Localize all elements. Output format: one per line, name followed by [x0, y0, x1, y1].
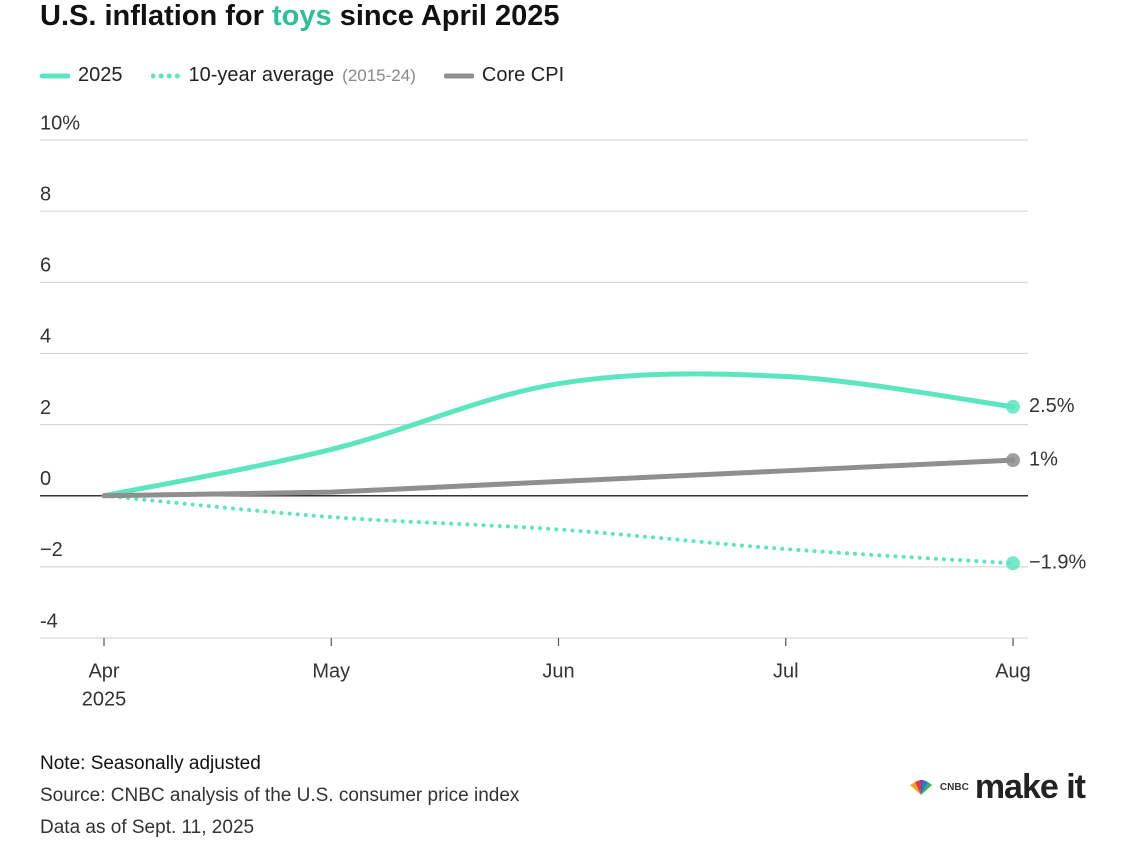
title-part: U.S. inflation for [40, 0, 264, 32]
x-tick-label: Jun [542, 660, 574, 682]
y-tick-label: -4 [40, 610, 58, 632]
end-marker [1006, 453, 1020, 468]
legend-swatch [40, 73, 70, 78]
peacock-icon [909, 779, 932, 795]
legend-label: Core CPI [481, 64, 565, 86]
title-highlight: toys [272, 0, 332, 32]
legend-swatch [443, 73, 474, 78]
y-tick-label: 8 [40, 183, 51, 205]
brand: CNBC make it [908, 768, 1086, 807]
value-label: −1.9% [1029, 552, 1086, 574]
legend-item: 10-year average (2015-24) [150, 64, 416, 87]
series-line [101, 457, 1016, 499]
x-tick-label: Apr [88, 660, 119, 682]
page: U.S. inflation for toys since April 2025… [40, 0, 1087, 838]
y-tick-label: 2 [40, 397, 51, 419]
legend: 2025 10-year average (2015-24) Core CPI [40, 64, 564, 87]
legend-item: 2025 [40, 64, 123, 87]
chart-title: U.S. inflation for toys since April 2025 [40, 0, 559, 33]
series-line [101, 371, 1016, 499]
title-part: since April 2025 [339, 0, 560, 32]
brand-network: CNBC [939, 782, 969, 793]
chart: -4 −2 0 2 4 6 8 10% Apr 2025 May Jun Jul Aug 2.5% −1.9%… [40, 112, 1086, 710]
y-tick-label: 0 [40, 468, 51, 490]
series-line [102, 493, 1015, 566]
value-label: 2.5% [1029, 395, 1075, 417]
note: Source: CNBC analysis of the U.S. consum… [40, 785, 520, 806]
y-tick-label: 4 [40, 326, 51, 348]
legend-item: Core CPI [443, 64, 565, 87]
y-tick-label: 10% [40, 112, 80, 134]
y-tick-label: −2 [40, 539, 63, 561]
y-tick-label: 6 [40, 255, 51, 277]
value-label: 1% [1029, 448, 1058, 470]
x-tick-label: Jul [773, 660, 799, 682]
x-tick-sublabel: 2025 [82, 688, 127, 710]
legend-label: 2025 [78, 64, 123, 86]
x-tick-label: May [312, 660, 350, 682]
legend-note: (2015-24) [342, 65, 416, 85]
notes: Note: Seasonally adjusted Source: CNBC an… [40, 748, 519, 844]
end-marker [1006, 556, 1020, 571]
legend-label: 10-year average [188, 64, 335, 86]
end-marker [1006, 399, 1020, 414]
note: Note: Seasonally adjusted [40, 753, 261, 774]
brand-name: make it [974, 768, 1086, 806]
x-tick-label: Aug [995, 660, 1031, 682]
note: Data as of Sept. 11, 2025 [40, 817, 255, 838]
